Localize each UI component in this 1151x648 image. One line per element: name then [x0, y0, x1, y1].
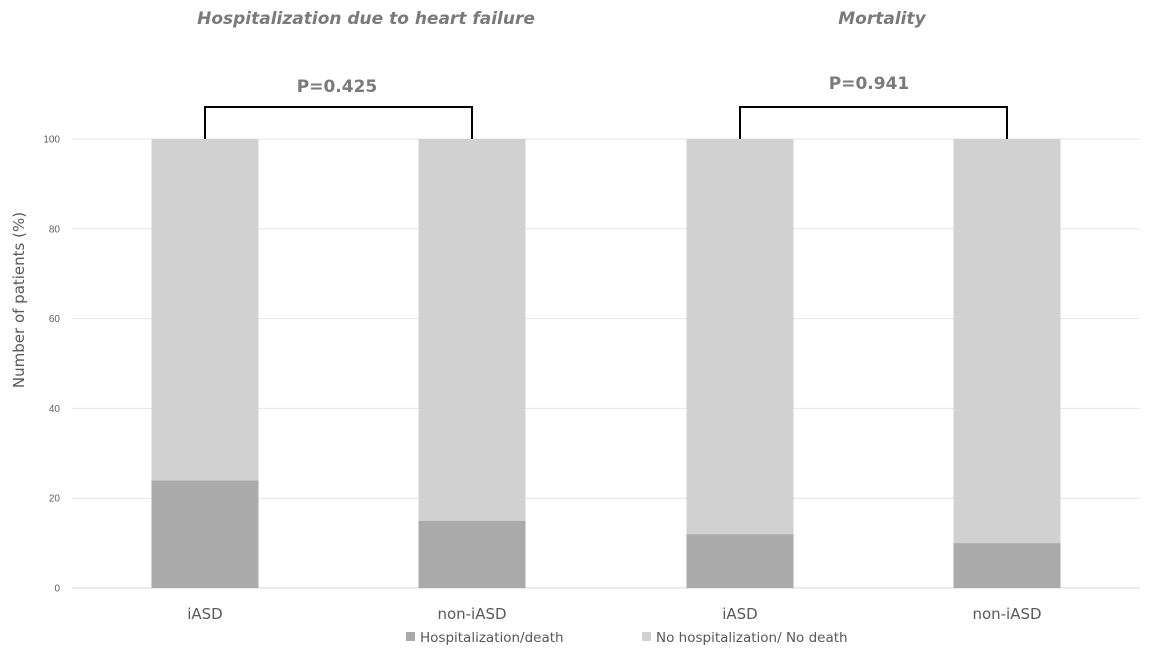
p-value-mortality: P=0.941: [829, 74, 909, 94]
significance-bracket-0: [204, 106, 473, 139]
y-tick-label-20: 20: [49, 494, 61, 505]
bar-hospitalization-2: [686, 534, 794, 588]
x-category-label-3: non-iASD: [972, 605, 1041, 623]
y-axis-label: Number of patients (%): [10, 212, 28, 388]
bar-no-hospitalization-1: [418, 139, 526, 521]
x-category-label-1: non-iASD: [437, 605, 506, 623]
bars: [151, 139, 1061, 588]
y-tick-label-40: 40: [49, 404, 61, 415]
significance-brackets: [204, 106, 1008, 139]
y-tick-label-80: 80: [49, 224, 61, 235]
y-tick-label-100: 100: [43, 135, 60, 146]
legend-label-hospitalization: Hospitalization/death: [420, 630, 564, 646]
bar-hospitalization-3: [953, 543, 1061, 588]
bar-hospitalization-1: [418, 520, 526, 588]
p-value-hospitalization: P=0.425: [297, 77, 377, 97]
bar-hospitalization-0: [151, 480, 259, 588]
panel-title-mortality: Mortality: [838, 9, 926, 29]
bar-no-hospitalization-3: [953, 139, 1061, 544]
x-category-label-0: iASD: [187, 605, 223, 623]
y-tick-label-60: 60: [49, 314, 61, 325]
x-category-label-2: iASD: [722, 605, 758, 623]
legend-swatch-no-hospitalization: [642, 632, 651, 641]
bar-no-hospitalization-2: [686, 139, 794, 535]
y-axis-ticks: 0 20 40 60 80 100: [43, 135, 60, 595]
x-axis-categories: iASD non-iASD iASD non-iASD: [187, 605, 1041, 623]
bar-no-hospitalization-0: [151, 139, 259, 481]
legend: Hospitalization/death No hospitalization…: [406, 630, 848, 646]
legend-swatch-hospitalization: [406, 632, 415, 641]
legend-label-no-hospitalization: No hospitalization/ No death: [656, 630, 848, 646]
panel-title-hospitalization: Hospitalization due to heart failure: [197, 9, 535, 29]
significance-bracket-1: [739, 106, 1008, 139]
y-tick-label-0: 0: [54, 584, 60, 595]
